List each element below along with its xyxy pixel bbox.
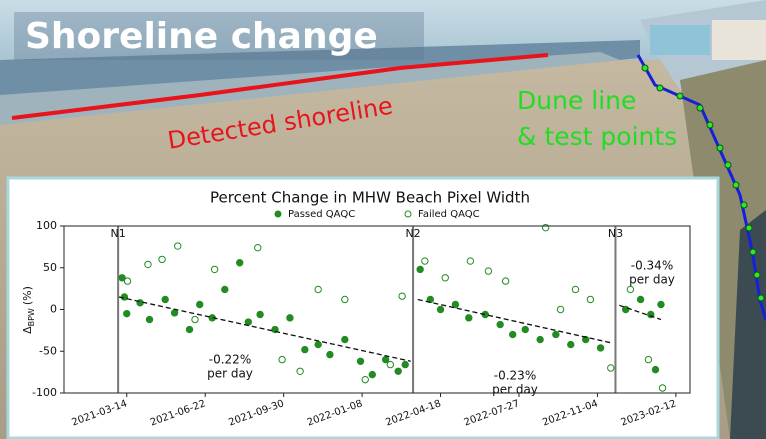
point — [497, 321, 503, 327]
y-tick-label: -50 — [39, 344, 57, 357]
event-label: N2 — [405, 227, 420, 240]
legend-label: Passed QAQC — [288, 209, 355, 220]
chart-panel — [8, 178, 718, 438]
point — [357, 358, 363, 364]
point — [637, 296, 643, 302]
y-tick-label: 50 — [43, 261, 57, 274]
point — [568, 341, 574, 347]
point — [417, 266, 423, 272]
point — [257, 311, 263, 317]
point — [395, 368, 401, 374]
photo-title: Shoreline change — [25, 16, 378, 57]
point — [315, 341, 321, 347]
point — [146, 316, 152, 322]
annotation: -0.34% — [631, 259, 673, 273]
y-label-unit: (%) — [21, 286, 34, 305]
point — [652, 366, 658, 372]
dune-label: & test points — [517, 122, 677, 151]
point — [658, 301, 664, 307]
point — [197, 301, 203, 307]
point — [171, 310, 177, 316]
annotation: -0.22% — [209, 353, 251, 367]
point — [237, 260, 243, 266]
point — [382, 356, 388, 362]
point — [522, 326, 528, 332]
point — [452, 301, 458, 307]
point — [553, 331, 559, 337]
event-label: N1 — [111, 227, 126, 240]
annotation: per day — [629, 273, 675, 287]
chart-title: Percent Change in MHW Beach Pixel Width — [210, 189, 530, 207]
point — [402, 361, 408, 367]
point — [162, 296, 168, 302]
point — [302, 346, 308, 352]
point — [537, 336, 543, 342]
point — [597, 345, 603, 351]
point — [369, 371, 375, 377]
point — [245, 319, 251, 325]
point — [124, 310, 130, 316]
point — [222, 286, 228, 292]
y-label-subscript: BPW — [27, 308, 36, 326]
y-tick-label: -100 — [32, 386, 57, 399]
annotation: per day — [207, 367, 253, 381]
point — [466, 315, 472, 321]
point — [342, 336, 348, 342]
point — [186, 326, 192, 332]
y-tick-label: 0 — [50, 303, 57, 316]
point — [327, 351, 333, 357]
annotation: per day — [492, 383, 538, 397]
point — [510, 331, 516, 337]
legend-label: Failed QAQC — [418, 209, 480, 220]
y-tick-label: 100 — [36, 219, 57, 232]
event-label: N3 — [608, 227, 623, 240]
dune-label: Dune line — [517, 86, 636, 115]
annotation: -0.23% — [494, 369, 536, 383]
point — [287, 315, 293, 321]
page: Shoreline change Detected shoreline Dune… — [0, 0, 766, 439]
point — [437, 306, 443, 312]
legend-marker — [275, 211, 281, 217]
